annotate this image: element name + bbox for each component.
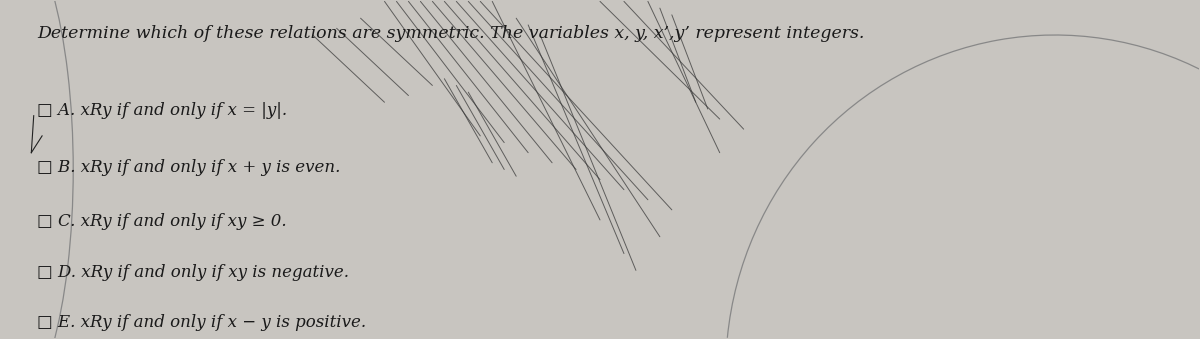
Text: □ E. xRy if and only if x − y is positive.: □ E. xRy if and only if x − y is positiv…	[37, 314, 366, 331]
Text: Determine which of these relations are symmetric. The variables x, y, x’,y’ repr: Determine which of these relations are s…	[37, 25, 865, 42]
Text: □ C. xRy if and only if xy ≥ 0.: □ C. xRy if and only if xy ≥ 0.	[37, 213, 287, 230]
Text: □ D. xRy if and only if xy is negative.: □ D. xRy if and only if xy is negative.	[37, 264, 349, 281]
Text: □ B. xRy if and only if x + y is even.: □ B. xRy if and only if x + y is even.	[37, 159, 341, 176]
Text: □ A. xRy if and only if x = |y|.: □ A. xRy if and only if x = |y|.	[37, 102, 288, 119]
